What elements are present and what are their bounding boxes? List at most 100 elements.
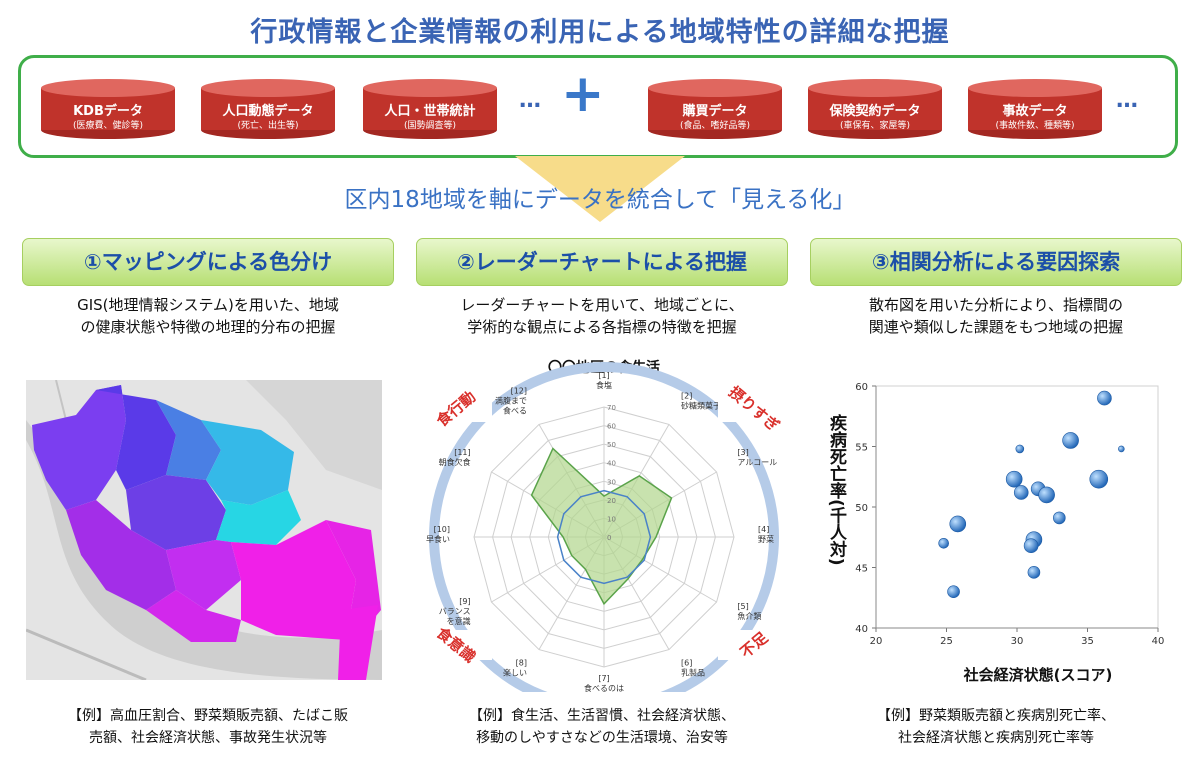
data-source-name: 事故データ — [1002, 104, 1068, 119]
desc-line: の健康状態や特徴の地理的分布の把握 — [80, 318, 336, 336]
data-source-vital-statistics: 人口動態データ (死亡、出生等) — [199, 78, 337, 140]
radar-axis-label: [9]バランスを意識 — [439, 597, 471, 626]
map-graphic — [26, 380, 382, 680]
radar-outer-ring — [429, 362, 779, 692]
section-heading-correlation: ③相関分析による要因探索 — [810, 238, 1182, 286]
example-line: 【例】食生活、生活習慣、社会経済状態、 — [469, 708, 735, 724]
scatter-x-axis-label: 社会経済状態(スコア) — [963, 666, 1113, 684]
example-line: 売額、社会経済状態、事故発生状況等 — [89, 730, 327, 746]
section-example-mapping: 【例】高血圧割合、野菜類販売額、たばこ販 売額、社会経済状態、事故発生状況等 — [22, 705, 394, 749]
radar-tick-label: 40 — [607, 460, 616, 468]
scatter-x-tick-label: 40 — [1152, 636, 1165, 647]
desc-line: レーダーチャートを用いて、地域ごとに、 — [460, 296, 744, 314]
radar-axis-label: [10]早食い — [426, 525, 450, 544]
scatter-point — [1027, 566, 1041, 579]
scatter-point — [1097, 390, 1112, 406]
section-desc-mapping: GIS(地理情報システム)を用いた、地域 の健康状態や特徴の地理的分布の把握 — [22, 294, 394, 338]
radar-axis-label: [8]楽しい — [503, 658, 527, 677]
data-source-purchase: 購買データ (食品、嗜好品等) — [646, 78, 784, 140]
data-source-detail: (事故件数、種類等) — [995, 121, 1075, 131]
radar-series-0 — [530, 447, 673, 606]
scatter-point — [1062, 432, 1079, 449]
scatter-x-tick-label: 25 — [940, 636, 953, 647]
scatter-x-tick-label: 35 — [1081, 636, 1094, 647]
radar-axis-label: [7]食べるのは早い — [584, 674, 624, 692]
radar-axis-label: [1]食塩 — [596, 371, 612, 390]
data-source-name: KDBデータ — [73, 104, 143, 119]
data-source-kdb: KDBデータ (医療費、健診等) — [39, 78, 177, 140]
corner-label-bg — [418, 392, 492, 422]
radar-axis-label: [11]朝食欠食 — [439, 448, 471, 467]
desc-line: 学術的な観点による各指標の特徴を把握 — [467, 318, 737, 336]
scatter-point — [1089, 469, 1109, 489]
section-desc-radar: レーダーチャートを用いて、地域ごとに、 学術的な観点による各指標の特徴を把握 — [416, 294, 788, 338]
corner-label-bg — [418, 630, 492, 660]
radar-axis-label: [6]乳製品 — [681, 658, 705, 677]
section-desc-correlation: 散布図を用いた分析により、指標間の 関連や類似した課題をもつ地域の把握 — [810, 294, 1182, 338]
section-heading-mapping: ①マッピングによる色分け — [22, 238, 394, 286]
radar-tick-label: 20 — [607, 497, 616, 505]
example-line: 【例】野菜類販売額と疾病別死亡率、 — [877, 708, 1115, 724]
data-sources-frame: KDBデータ (医療費、健診等) 人口動態データ (死亡、出生等) 人口・世帯統… — [18, 55, 1178, 158]
scatter-y-tick-label: 50 — [855, 503, 868, 514]
scatter-y-tick-label: 40 — [855, 624, 868, 635]
radar-tick-label: 30 — [607, 478, 616, 486]
scatter-point — [1038, 486, 1055, 504]
data-source-census: 人口・世帯統計 (国勢調査等) — [361, 78, 499, 140]
radar-tick-label: 0 — [607, 534, 611, 542]
corner-label-bg — [718, 392, 790, 422]
plus-icon: + — [561, 64, 605, 124]
database-cylinder-icon — [41, 79, 175, 139]
data-source-name: 保険契約データ — [829, 104, 921, 119]
data-source-name: 購買データ — [682, 104, 748, 119]
data-source-detail: (食品、嗜好品等) — [679, 121, 751, 131]
scatter-point — [1015, 444, 1025, 454]
database-cylinder-icon — [968, 79, 1102, 139]
ellipsis-right: … — [1116, 88, 1140, 113]
scatter-point — [938, 538, 949, 549]
scatter-chart: 40 45 50 55 60 20 25 30 35 40 社会経済状態(スコア) 疾病死亡率(千… — [826, 382, 1165, 684]
scatter-plot-area — [875, 385, 1159, 629]
data-source-accident: 事故データ (事故件数、種類等) — [966, 78, 1104, 140]
radar-axis-label: [12]満腹まで食べる — [495, 387, 527, 416]
desc-line: 散布図を用いた分析により、指標間の — [868, 296, 1124, 314]
radar-series-1 — [556, 489, 652, 585]
scatter-point — [947, 585, 960, 598]
radar-axis-label: [2]砂糖類菓子 — [681, 392, 721, 411]
page-title: 行政情報と企業情報の利用による地域特性の詳細な把握 — [250, 17, 950, 48]
desc-line: 関連や類似した課題をもつ地域の把握 — [868, 318, 1124, 336]
scatter-point — [1013, 485, 1029, 500]
data-source-detail: (車保有、家屋等) — [839, 121, 911, 131]
gis-map — [26, 380, 382, 680]
scatter-y-axis-label: 疾病死亡率(千人対) — [826, 413, 848, 566]
scatter-point — [1053, 511, 1066, 525]
radar-tick-label: 10 — [607, 515, 616, 523]
scatter-y-tick-label: 45 — [855, 564, 868, 575]
database-cylinder-icon — [648, 79, 782, 139]
section-example-correlation: 【例】野菜類販売額と疾病別死亡率、 社会経済状態と疾病別死亡率等 — [810, 705, 1182, 749]
database-cylinder-icon — [808, 79, 942, 139]
scatter-point — [949, 515, 967, 533]
section-example-radar: 【例】食生活、生活習慣、社会経済状態、 移動のしやすさなどの生活環境、治安等 — [416, 705, 788, 749]
example-line: 社会経済状態と疾病別死亡率等 — [898, 730, 1094, 746]
corner-label-bg — [718, 630, 790, 660]
scatter-point — [1005, 470, 1023, 488]
data-source-detail: (医療費、健診等) — [72, 121, 144, 131]
section-heading-radar: ②レーダーチャートによる把握 — [416, 238, 788, 286]
database-cylinder-icon — [201, 79, 335, 139]
radar-chart: 〇〇地区の食生活 [1]食塩[2]砂糖類菓子[3]アルコール[4]野菜[5]魚介… — [418, 359, 790, 692]
scatter-point — [1023, 538, 1039, 554]
integration-caption: 区内18地域を軸にデータを統合して「見える化」 — [344, 187, 856, 213]
data-source-detail: (国勢調査等) — [403, 121, 457, 131]
scatter-y-tick-label: 55 — [855, 443, 868, 454]
data-source-detail: (死亡、出生等) — [237, 121, 299, 131]
data-source-insurance: 保険契約データ (車保有、家屋等) — [806, 78, 944, 140]
radar-axis-label: [5]魚介類 — [737, 602, 761, 621]
radar-axis-label: [4]野菜 — [758, 525, 774, 544]
down-arrow-icon — [515, 156, 685, 222]
radar-tick-label: 50 — [607, 441, 616, 449]
database-cylinder-icon — [363, 79, 497, 139]
data-source-name: 人口・世帯統計 — [384, 104, 476, 119]
example-line: 移動のしやすさなどの生活環境、治安等 — [476, 730, 728, 746]
radar-tick-label: 70 — [607, 404, 616, 412]
